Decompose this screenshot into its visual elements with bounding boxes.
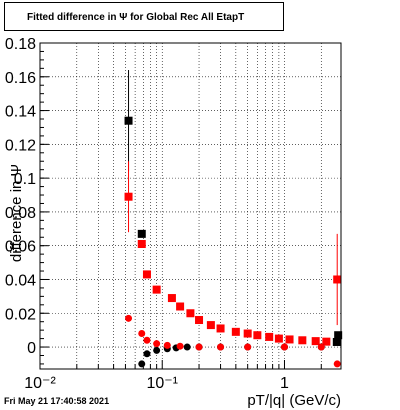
data-point-square xyxy=(322,337,331,346)
data-point-circle xyxy=(217,343,225,351)
data-point-circle xyxy=(153,340,161,348)
y-tick-label: 0.04 xyxy=(5,272,36,289)
data-point-square xyxy=(298,336,307,345)
data-point-square xyxy=(311,337,320,346)
y-tick-label: 0.06 xyxy=(5,239,36,256)
data-point-square xyxy=(137,240,146,249)
data-point-square xyxy=(137,229,146,238)
y-tick-label: 0.08 xyxy=(5,205,36,222)
data-point-square xyxy=(333,275,342,284)
data-point-square xyxy=(167,294,176,303)
data-point-circle xyxy=(195,343,203,351)
y-axis-label: difference in Ψ xyxy=(8,164,25,262)
data-point-circle xyxy=(143,336,151,344)
data-point-circle xyxy=(183,343,191,351)
data-point-circle xyxy=(125,314,133,322)
data-point-square xyxy=(152,285,161,294)
chart-title-box: Fitted difference in Ψ for Global Rec Al… xyxy=(4,2,284,31)
data-point-square xyxy=(334,331,343,340)
y-tick-label: 0.16 xyxy=(5,70,36,87)
data-point-square xyxy=(253,331,262,340)
grid xyxy=(39,42,341,369)
y-tick-label: 0.18 xyxy=(5,36,36,53)
data-point-square xyxy=(195,316,204,325)
plot-frame xyxy=(39,42,342,370)
y-tick-label: 0 xyxy=(27,340,36,357)
y-tick-label: 0.1 xyxy=(14,171,36,188)
data-point-square xyxy=(186,309,195,318)
data-point-circle xyxy=(176,342,184,350)
y-tick-label: 0.12 xyxy=(5,137,36,154)
data-point-square xyxy=(274,334,283,343)
data-point-circle xyxy=(244,343,252,351)
x-tick-label: 1 xyxy=(280,375,289,392)
data-point-square xyxy=(176,302,185,311)
axis-ticks: 0 0.02 0.04 0.06 0.08 0.1 0.12 0.14 0.16 0.18 10⁻²… xyxy=(5,36,322,392)
x-tick-label: 10⁻¹ xyxy=(146,375,178,392)
data-point-square xyxy=(206,321,215,330)
data-point-circle xyxy=(333,360,341,368)
data-point-square xyxy=(142,270,151,279)
data-point-circle xyxy=(138,330,146,338)
data-point-circle xyxy=(153,346,161,354)
data-point-circle xyxy=(317,343,325,351)
data-point-square xyxy=(285,335,294,344)
data-point-square xyxy=(216,324,225,333)
data-point-square xyxy=(124,192,133,201)
y-tick-label: 0.14 xyxy=(5,104,36,121)
timestamp: Fri May 21 17:40:58 2021 xyxy=(4,396,110,406)
data-point-square xyxy=(243,329,252,338)
data-point-circle xyxy=(163,341,171,349)
data-point-circle xyxy=(143,350,151,358)
x-tick-label: 10⁻² xyxy=(24,375,56,392)
data-point-square xyxy=(231,327,240,336)
data-points xyxy=(124,70,343,368)
data-point-circle xyxy=(280,343,288,351)
data-point-square xyxy=(332,337,341,346)
x-axis-label: pT/|q| (GeV/c) xyxy=(247,392,341,409)
chart-title: Fitted difference in Ψ for Global Rec Al… xyxy=(27,12,245,23)
data-point-square xyxy=(124,116,133,125)
data-point-circle xyxy=(138,360,146,368)
y-tick-label: 0.02 xyxy=(5,306,36,323)
data-point-square xyxy=(265,332,274,341)
